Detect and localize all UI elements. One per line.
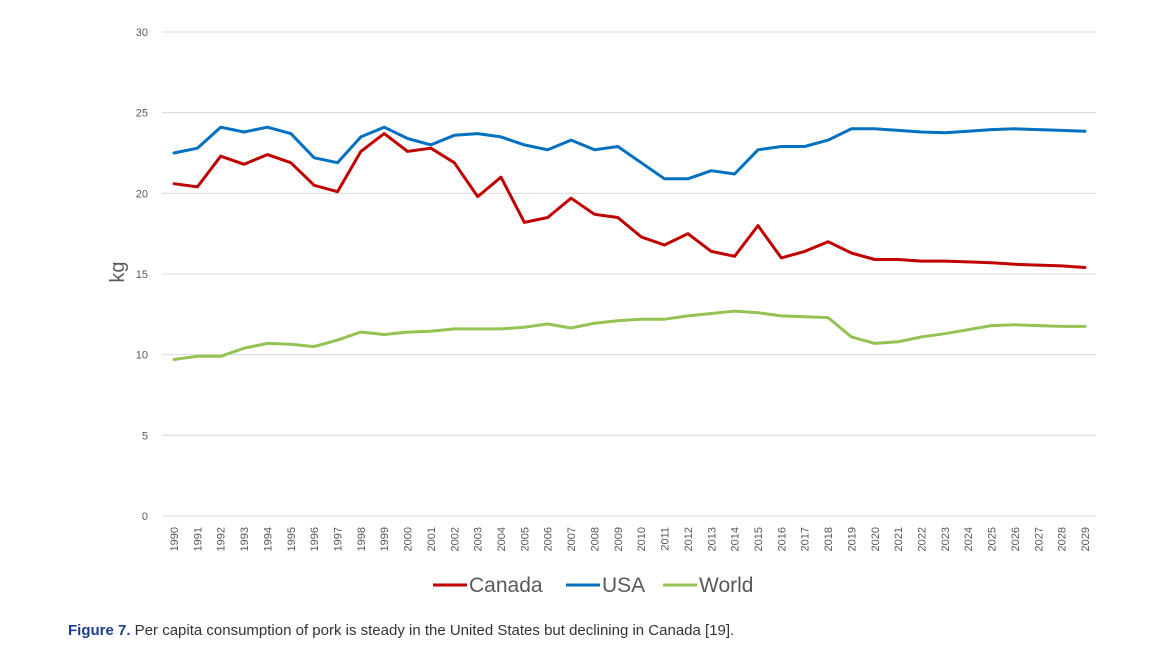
figure-caption: Figure 7. Per capita consumption of pork… (68, 622, 734, 639)
figure-label: Figure 7. (68, 622, 131, 639)
x-tick-label: 1998 (356, 527, 368, 551)
x-tick-label: 1990 (169, 527, 181, 551)
x-tick-label: 2008 (589, 527, 601, 551)
y-tick-label: 25 (136, 108, 148, 120)
x-tick-label: 2017 (800, 527, 812, 551)
x-tick-label: 2014 (730, 527, 742, 551)
y-tick-label: 20 (136, 188, 148, 200)
x-tick-label: 2018 (823, 527, 835, 551)
x-tick-label: 2011 (660, 527, 672, 551)
x-tick-label: 1993 (239, 527, 251, 551)
y-axis-title: kg (107, 261, 129, 282)
x-tick-label: 2023 (940, 527, 952, 551)
y-tick-label: 0 (142, 511, 148, 523)
x-axis-ticks: 1990 1991 1992 1993 1994 1995 1996 1997 1998 1999… (169, 527, 1092, 551)
x-tick-label: 2025 (987, 527, 999, 551)
x-tick-label: 1994 (262, 527, 274, 551)
y-tick-label: 5 (142, 430, 148, 442)
x-tick-label: 2000 (403, 527, 415, 551)
legend-label-canada: Canada (469, 574, 543, 597)
x-tick-label: 2005 (519, 527, 531, 551)
series-line-canada (172, 132, 1087, 269)
x-tick-label: 1996 (309, 527, 321, 551)
y-tick-label: 15 (136, 269, 148, 281)
legend: Canada USA World (433, 574, 753, 597)
x-tick-label: 2010 (636, 527, 648, 551)
x-tick-label: 2019 (846, 527, 858, 551)
x-tick-label: 1997 (333, 527, 345, 551)
x-tick-label: 2029 (1080, 527, 1092, 551)
x-tick-label: 2016 (776, 527, 788, 551)
x-tick-label: 1991 (192, 527, 204, 551)
x-tick-label: 2028 (1057, 527, 1069, 551)
x-tick-label: 2002 (449, 527, 461, 551)
legend-label-world: World (699, 574, 753, 597)
x-tick-label: 2006 (543, 527, 555, 551)
x-tick-label: 2012 (683, 527, 695, 551)
y-axis-ticks: 0 5 10 15 20 25 30 (136, 27, 148, 523)
x-tick-label: 1992 (216, 527, 228, 551)
x-tick-label: 2007 (566, 527, 578, 551)
x-tick-label: 2004 (496, 527, 508, 551)
x-tick-label: 2003 (473, 527, 485, 551)
series-line-world (172, 309, 1087, 361)
x-tick-label: 2013 (706, 527, 718, 551)
x-tick-label: 1995 (286, 527, 298, 551)
gridlines (162, 31, 1096, 517)
x-tick-label: 2021 (893, 527, 905, 551)
x-tick-label: 2020 (870, 527, 882, 551)
y-tick-label: 10 (136, 350, 148, 362)
y-tick-label: 30 (136, 27, 148, 39)
x-tick-label: 2015 (753, 527, 765, 551)
series-line-usa (172, 125, 1087, 181)
x-tick-label: 2022 (916, 527, 928, 551)
x-tick-label: 2001 (426, 527, 438, 551)
series-lines (172, 125, 1087, 361)
legend-label-usa: USA (602, 574, 645, 597)
caption-text: Per capita consumption of pork is steady… (130, 622, 735, 639)
x-tick-label: 2027 (1033, 527, 1045, 551)
x-tick-label: 2009 (613, 527, 625, 551)
x-tick-label: 2026 (1010, 527, 1022, 551)
x-tick-label: 2024 (963, 527, 975, 551)
x-tick-label: 1999 (379, 527, 391, 551)
